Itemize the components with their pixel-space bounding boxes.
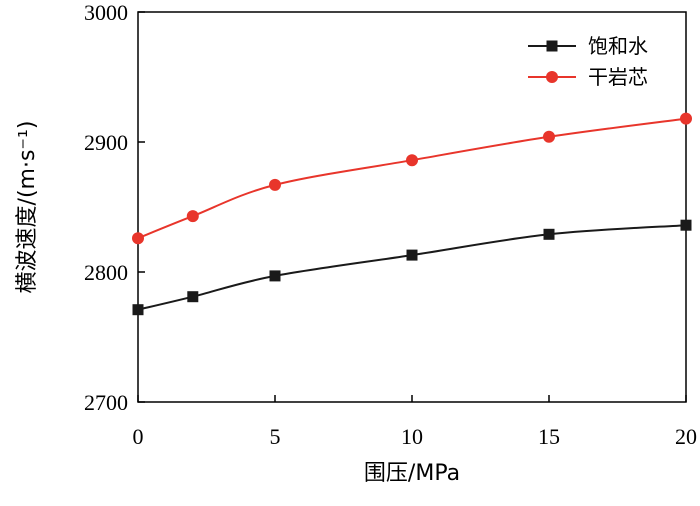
data-point-square [269, 270, 281, 282]
x-tick-label: 15 [538, 424, 560, 449]
legend-item-saturated: 饱和水 [528, 34, 648, 58]
data-point-circle [543, 130, 555, 143]
series-layer [132, 112, 692, 316]
y-tick-label: 2700 [84, 390, 128, 415]
data-point-square [680, 219, 692, 231]
legend-label-dry: 干岩芯 [588, 65, 648, 89]
legend-label-saturated: 饱和水 [588, 34, 648, 58]
x-axis: 0 5 10 15 20 [133, 395, 697, 449]
y-tick-label: 3000 [84, 0, 128, 25]
data-point-circle [680, 112, 692, 125]
data-point-circle [186, 210, 199, 223]
legend: 饱和水 干岩芯 [528, 34, 648, 89]
data-point-circle [269, 178, 281, 191]
data-point-square [132, 304, 144, 316]
legend-marker-saturated [546, 40, 558, 52]
series-line-1 [137, 117, 687, 240]
data-point-square [187, 291, 199, 303]
y-axis-title: 横波速度/(m·s⁻¹) [15, 121, 40, 294]
series-line-0 [137, 224, 687, 311]
y-axis: 2700 2800 2900 3000 [84, 0, 145, 415]
data-point-circle [132, 232, 144, 245]
data-point-circle [406, 154, 418, 167]
x-tick-label: 0 [133, 424, 144, 449]
legend-marker-dry [546, 71, 558, 83]
y-tick-label: 2800 [84, 260, 128, 285]
data-point-square [406, 249, 418, 261]
x-tick-label: 10 [401, 424, 423, 449]
legend-item-dry: 干岩芯 [528, 65, 648, 89]
x-tick-label: 5 [270, 424, 281, 449]
x-axis-title: 围压/MPa [364, 461, 460, 486]
y-tick-label: 2900 [84, 130, 128, 155]
data-point-square [543, 228, 555, 240]
x-tick-label: 20 [675, 424, 697, 449]
